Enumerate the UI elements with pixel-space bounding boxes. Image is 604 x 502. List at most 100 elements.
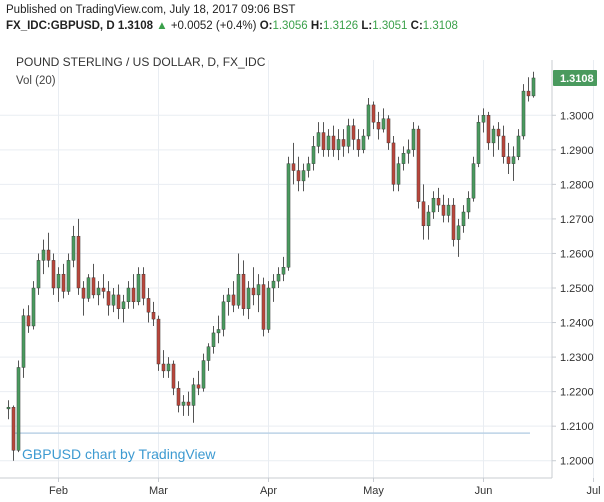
candle[interactable]	[36, 253, 41, 295]
candle[interactable]	[491, 125, 496, 157]
candle[interactable]	[141, 267, 146, 306]
candle[interactable]	[436, 187, 441, 212]
candle[interactable]	[236, 253, 241, 309]
candle[interactable]	[521, 84, 526, 140]
candle[interactable]	[41, 239, 46, 275]
candle[interactable]	[316, 122, 321, 154]
time-axis[interactable]: Feb Mar Apr May Jun Jul	[49, 478, 601, 497]
candle[interactable]	[396, 156, 401, 192]
candle[interactable]	[246, 281, 251, 320]
candle[interactable]	[111, 288, 116, 313]
candle[interactable]	[406, 139, 411, 164]
candle[interactable]	[516, 129, 521, 161]
candle[interactable]	[61, 263, 66, 299]
candle[interactable]	[361, 129, 366, 154]
candle[interactable]	[166, 357, 171, 378]
candle[interactable]	[476, 115, 481, 168]
candle[interactable]	[456, 218, 461, 257]
chart-credit-link[interactable]: GBPUSD chart by TradingView	[22, 446, 216, 462]
candle[interactable]	[26, 305, 31, 333]
candle[interactable]	[411, 122, 416, 157]
candle[interactable]	[526, 77, 531, 102]
candle[interactable]	[106, 281, 111, 316]
candle[interactable]	[431, 191, 436, 219]
candle[interactable]	[486, 111, 491, 150]
price-axis[interactable]: 1.3000 1.2900 1.2800 1.2700 1.2600 1.2500 1.24…	[552, 110, 594, 468]
candle[interactable]	[56, 267, 61, 302]
candle[interactable]	[266, 281, 271, 333]
candle[interactable]	[91, 263, 96, 299]
candle[interactable]	[241, 260, 246, 316]
candle[interactable]	[506, 142, 511, 174]
candle[interactable]	[511, 146, 516, 181]
candle[interactable]	[336, 129, 341, 161]
candle[interactable]	[216, 315, 221, 344]
candle[interactable]	[341, 129, 346, 157]
candle[interactable]	[211, 326, 216, 354]
candle[interactable]	[146, 288, 151, 323]
candle[interactable]	[321, 122, 326, 157]
candle[interactable]	[121, 294, 126, 323]
candle[interactable]	[391, 136, 396, 192]
candle[interactable]	[76, 218, 81, 295]
candle[interactable]	[16, 360, 21, 453]
candle[interactable]	[136, 267, 141, 306]
candle[interactable]	[366, 98, 371, 140]
candle[interactable]	[481, 108, 486, 133]
candle[interactable]	[441, 194, 446, 223]
candle[interactable]	[381, 108, 386, 133]
candle[interactable]	[346, 118, 351, 154]
candle[interactable]	[451, 198, 456, 247]
candle[interactable]	[446, 198, 451, 223]
candle[interactable]	[251, 267, 256, 306]
candle[interactable]	[206, 343, 211, 371]
candle[interactable]	[386, 115, 391, 150]
candle[interactable]	[11, 405, 16, 461]
candle[interactable]	[471, 156, 476, 202]
candle[interactable]	[531, 71, 536, 98]
candle[interactable]	[156, 315, 161, 371]
candle[interactable]	[301, 163, 306, 192]
candle[interactable]	[186, 391, 191, 416]
candle[interactable]	[421, 184, 426, 240]
candle[interactable]	[271, 274, 276, 302]
candle[interactable]	[191, 377, 196, 423]
candle[interactable]	[356, 129, 361, 157]
candle[interactable]	[46, 232, 51, 268]
candle[interactable]	[296, 156, 301, 192]
candle[interactable]	[326, 129, 331, 157]
candle[interactable]	[161, 350, 166, 378]
candle[interactable]	[101, 274, 106, 299]
candle[interactable]	[231, 281, 236, 313]
candle[interactable]	[286, 156, 291, 271]
candle[interactable]	[96, 281, 101, 306]
candle[interactable]	[416, 125, 421, 209]
candle[interactable]	[196, 370, 201, 396]
candle[interactable]	[311, 136, 316, 171]
candle[interactable]	[331, 125, 336, 157]
candle[interactable]	[371, 101, 376, 130]
candle[interactable]	[281, 256, 286, 282]
candle[interactable]	[6, 400, 11, 420]
candle[interactable]	[21, 308, 26, 378]
candle[interactable]	[226, 288, 231, 316]
candle[interactable]	[181, 395, 186, 416]
candle[interactable]	[501, 125, 506, 164]
candle[interactable]	[81, 281, 86, 316]
candle[interactable]	[376, 111, 381, 140]
candle[interactable]	[116, 284, 121, 320]
candle[interactable]	[401, 146, 406, 171]
candle[interactable]	[71, 225, 76, 268]
candle[interactable]	[51, 253, 56, 295]
candle[interactable]	[131, 274, 136, 309]
candle[interactable]	[306, 156, 311, 178]
candle[interactable]	[426, 205, 431, 240]
candle[interactable]	[66, 253, 71, 295]
candle[interactable]	[276, 267, 281, 288]
candle[interactable]	[461, 205, 466, 233]
candle[interactable]	[256, 274, 261, 313]
candle[interactable]	[291, 142, 296, 185]
candle[interactable]	[126, 281, 131, 309]
candle[interactable]	[261, 277, 266, 337]
candle[interactable]	[171, 360, 176, 396]
